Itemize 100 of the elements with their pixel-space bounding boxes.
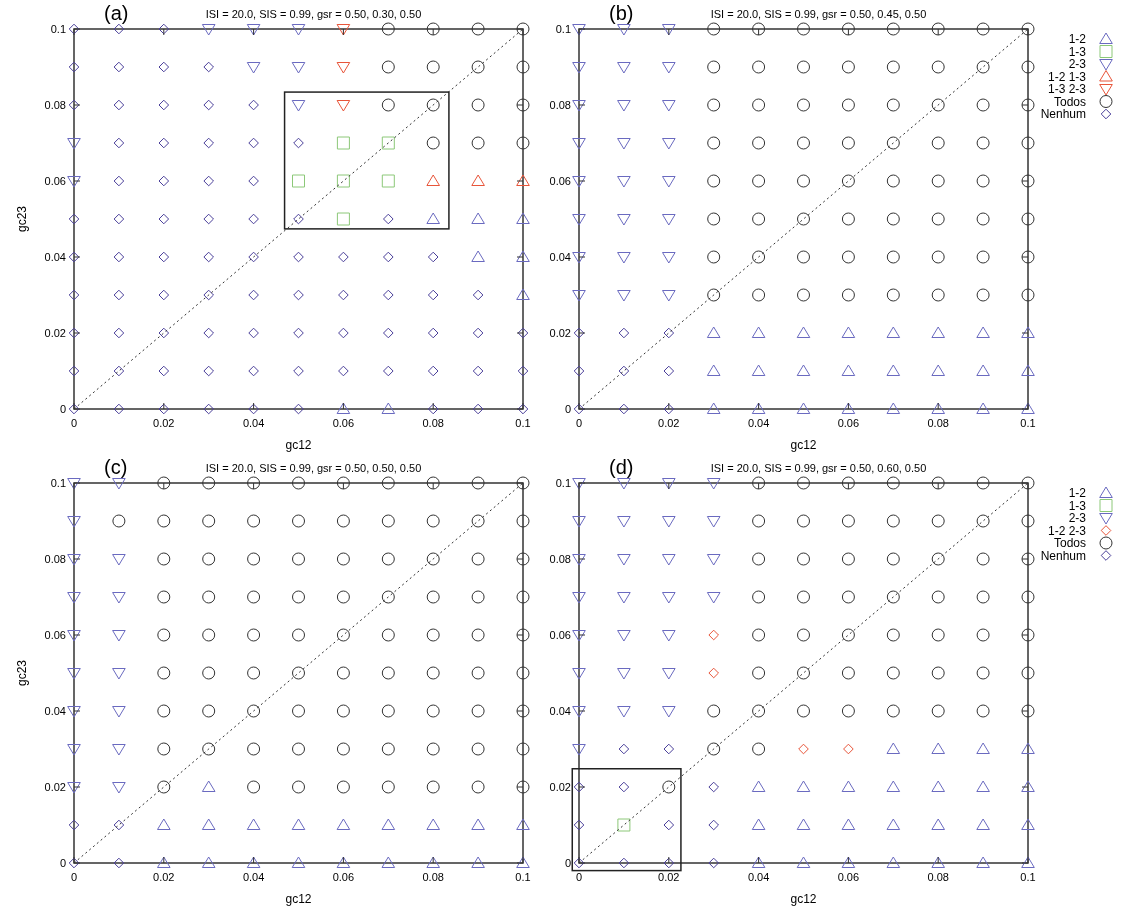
point: [572, 24, 586, 36]
point: [426, 856, 440, 868]
point: [618, 743, 630, 755]
point: [886, 666, 900, 680]
point: [573, 403, 585, 415]
x-axis-title: gc12: [285, 438, 312, 452]
point: [618, 403, 630, 415]
x-tick-label: 0.02: [153, 417, 175, 429]
point: [617, 516, 631, 528]
point: [572, 478, 586, 490]
point: [1021, 402, 1035, 414]
y-tick-label: 0.1: [50, 477, 66, 489]
y-tick-label: 0.08: [44, 99, 66, 111]
x-tick-label: 0.1: [515, 417, 531, 429]
point: [67, 516, 81, 528]
point: [67, 782, 81, 794]
point: [662, 252, 676, 264]
point: [336, 136, 350, 150]
point: [931, 704, 945, 718]
x-axis-title: gc12: [790, 892, 817, 906]
point: [113, 857, 125, 869]
point: [797, 666, 810, 680]
point: [572, 630, 586, 642]
point: [797, 628, 810, 642]
point: [617, 706, 631, 718]
point: [1021, 818, 1035, 830]
point: [112, 554, 126, 566]
point: [291, 100, 306, 112]
point: [617, 478, 631, 490]
point: [381, 402, 396, 414]
point: [471, 174, 485, 186]
point: [931, 666, 945, 680]
y-tick-label: 0.06: [44, 175, 66, 187]
point: [617, 138, 631, 150]
point: [797, 552, 810, 566]
point: [707, 704, 721, 718]
x-tick-label: 0: [70, 417, 78, 429]
point: [112, 782, 126, 794]
point: [291, 62, 306, 74]
point: [663, 857, 675, 869]
point: [292, 174, 305, 188]
point: [201, 780, 216, 792]
point: [112, 478, 126, 490]
point: [572, 100, 586, 112]
point: [471, 98, 485, 112]
legend-label: 1-2 2-3: [1047, 523, 1087, 538]
x-tick-label: 0.06: [837, 871, 860, 883]
point: [67, 554, 81, 566]
point: [67, 706, 81, 718]
point: [841, 364, 856, 376]
point: [662, 62, 676, 74]
point: [246, 24, 261, 36]
point: [573, 819, 585, 831]
point: [516, 288, 530, 300]
point: [976, 818, 990, 830]
y-tick-label: 0.06: [549, 175, 571, 187]
point: [841, 476, 855, 490]
point: [516, 250, 530, 262]
point: [707, 742, 721, 756]
legend-label: 2-3: [1068, 511, 1087, 525]
point: [796, 402, 811, 414]
y-tick-label: 0.1: [555, 23, 571, 35]
point: [618, 365, 630, 377]
point: [662, 138, 676, 150]
point: [67, 176, 81, 188]
point: [886, 514, 900, 528]
point: [572, 516, 586, 528]
point: [752, 666, 766, 680]
point: [976, 780, 990, 792]
x-tick-label: 0: [575, 417, 583, 429]
legend-label: 1-3 2-3: [1047, 82, 1087, 96]
point: [662, 592, 676, 604]
point: [886, 402, 901, 414]
point: [201, 818, 216, 830]
point: [381, 60, 395, 74]
chart-title: ISI = 20.0, SIS = 0.99, gsr = 0.50, 0.30, 0.50: [205, 8, 422, 20]
point: [516, 98, 530, 112]
y-tick-label: 0.06: [44, 629, 66, 641]
x-tick-label: 0.08: [422, 417, 444, 429]
point: [751, 818, 766, 830]
point: [976, 552, 990, 566]
point: [426, 98, 440, 112]
chart-title: ISI = 20.0, SIS = 0.99, gsr = 0.50, 0.45, 0.50: [710, 8, 927, 20]
point: [618, 857, 630, 869]
y-tick-label: 0: [564, 857, 571, 869]
point: [931, 402, 945, 414]
text: (b): [609, 2, 634, 24]
point: [662, 554, 676, 566]
point: [796, 780, 811, 792]
point: [663, 403, 675, 415]
point: [751, 856, 766, 868]
point: [572, 668, 586, 680]
point: [931, 628, 945, 642]
point: [796, 364, 811, 376]
point: [931, 326, 945, 338]
point: [706, 326, 721, 338]
point: [841, 552, 855, 566]
x-axis-title: gc12: [285, 892, 312, 906]
point: [291, 24, 306, 36]
x-tick-label: 0.04: [242, 871, 265, 883]
